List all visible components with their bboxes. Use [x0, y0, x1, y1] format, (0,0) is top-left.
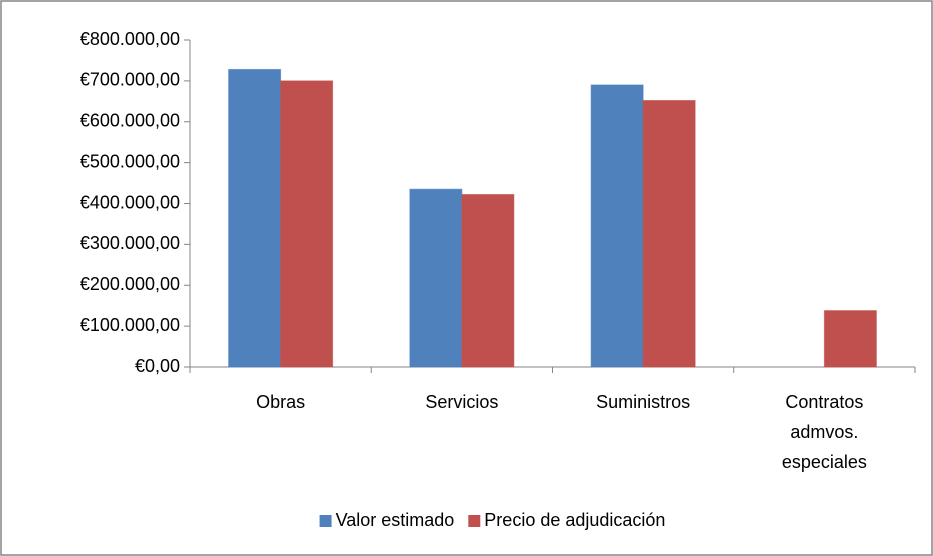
- legend-swatch: [468, 515, 481, 527]
- legend-label: Valor estimado: [336, 510, 455, 530]
- legend-label: Precio de adjudicación: [484, 510, 665, 530]
- x-tick-label: Suministros: [596, 392, 690, 412]
- bar: [823, 310, 877, 368]
- y-tick-label: €300.000,00: [80, 233, 180, 253]
- x-tick-label: Servicios: [425, 392, 498, 412]
- y-tick-label: €0,00: [135, 356, 180, 376]
- x-tick-label: Contratos admvos. especiales: [782, 392, 867, 472]
- bar: [461, 194, 515, 368]
- legend: Valor estimado Precio de adjudicación: [319, 510, 665, 530]
- y-tick-label: €400.000,00: [80, 192, 180, 212]
- bar: [228, 68, 282, 368]
- legend-swatch: [319, 515, 332, 527]
- x-tick-label: Obras: [256, 392, 305, 412]
- bar: [642, 99, 696, 368]
- y-tick-label: €200.000,00: [80, 274, 180, 294]
- bar: [409, 188, 463, 368]
- y-tick-label: €100.000,00: [80, 315, 180, 335]
- y-tick-label: €800.000,00: [80, 29, 180, 49]
- y-tick-label: €500.000,00: [80, 151, 180, 171]
- bar: [590, 84, 644, 368]
- bar: [280, 80, 334, 368]
- y-tick-label: €700.000,00: [80, 70, 180, 90]
- y-tick-label: €600.000,00: [80, 111, 180, 131]
